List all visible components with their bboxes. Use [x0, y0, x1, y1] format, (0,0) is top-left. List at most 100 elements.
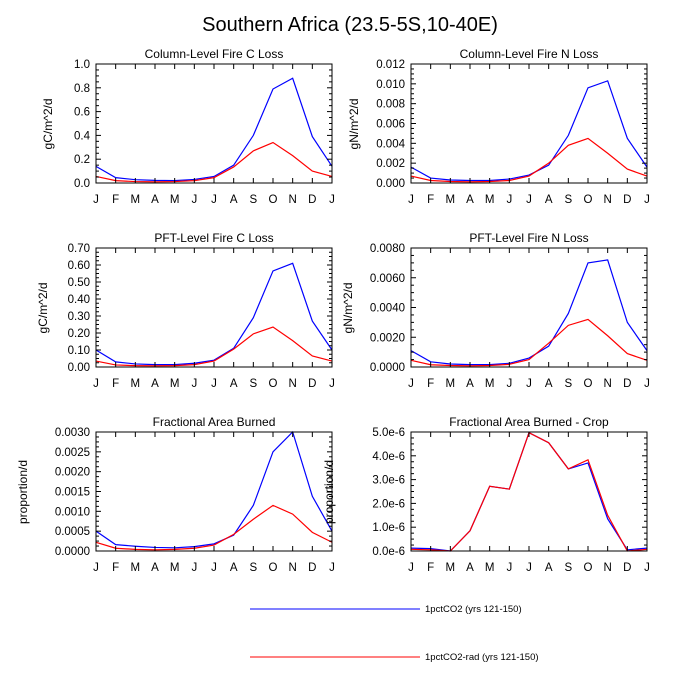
x-tick-label: O [584, 194, 593, 206]
y-tick-label: 0.0025 [55, 447, 90, 459]
y-tick-label: 0.0000 [55, 546, 90, 558]
y-tick-label: 0.000 [376, 178, 405, 190]
x-tick-label: M [131, 378, 141, 390]
x-tick-label: O [269, 562, 278, 574]
x-tick-label: M [485, 378, 495, 390]
x-tick-label: M [446, 194, 456, 206]
x-tick-label: A [151, 562, 159, 574]
x-tick-label: J [526, 562, 532, 574]
series-line-1pctco2-rad [410, 318, 648, 367]
x-tick-label: J [506, 562, 512, 574]
x-tick-label: J [211, 194, 217, 206]
y-tick-label: 0.8 [74, 83, 90, 95]
x-tick-label: N [604, 378, 612, 390]
y-tick-label: 0.0000 [370, 362, 405, 374]
x-tick-label: J [211, 378, 217, 390]
x-tick-label: J [191, 562, 197, 574]
y-tick-label: 1.0e-6 [372, 522, 405, 534]
y-tick-label: 0.4 [74, 130, 91, 142]
y-axis-label: proportion/d [322, 460, 336, 524]
x-tick-label: O [584, 562, 593, 574]
x-tick-label: O [269, 378, 278, 390]
x-tick-label: J [526, 194, 532, 206]
x-tick-label: A [545, 562, 553, 574]
y-tick-label: 0.20 [68, 328, 90, 340]
panel-title: Column-Level Fire N Loss [460, 47, 599, 61]
x-tick-label: F [427, 378, 434, 390]
x-tick-label: D [623, 194, 631, 206]
x-tick-label: F [112, 194, 119, 206]
y-tick-label: 0.0010 [55, 506, 90, 518]
x-tick-label: J [526, 378, 532, 390]
x-tick-label: F [427, 562, 434, 574]
x-tick-label: D [623, 562, 631, 574]
x-tick-label: M [485, 562, 495, 574]
x-tick-label: J [191, 378, 197, 390]
x-tick-label: A [230, 562, 238, 574]
y-axis-label: gN/m^2/d [341, 283, 355, 334]
x-tick-label: N [289, 378, 297, 390]
y-tick-label: 0.0060 [370, 273, 405, 285]
x-tick-label: M [131, 562, 141, 574]
y-axis-label: proportion/d [16, 460, 30, 524]
x-tick-label: M [170, 562, 180, 574]
y-tick-label: 0.30 [68, 311, 90, 323]
x-tick-label: S [564, 562, 572, 574]
panel-title: PFT-Level Fire N Loss [469, 231, 588, 245]
x-tick-label: O [584, 378, 593, 390]
y-tick-label: 0.00 [68, 362, 90, 374]
x-tick-label: J [408, 562, 414, 574]
x-tick-label: M [485, 194, 495, 206]
x-tick-label: A [466, 378, 474, 390]
x-tick-label: J [644, 378, 650, 390]
x-tick-label: A [466, 194, 474, 206]
y-tick-label: 0.0015 [55, 487, 90, 499]
y-tick-label: 0.010 [376, 79, 405, 91]
x-tick-label: J [329, 378, 335, 390]
series-line-1pctco2 [410, 259, 648, 366]
y-tick-label: 0.0040 [370, 303, 405, 315]
x-tick-label: J [644, 562, 650, 574]
x-tick-label: D [308, 194, 316, 206]
y-tick-label: 3.0e-6 [372, 475, 405, 487]
x-tick-label: M [170, 378, 180, 390]
x-tick-label: A [151, 378, 159, 390]
x-tick-label: A [230, 378, 238, 390]
x-tick-label: N [289, 194, 297, 206]
y-tick-label: 0.60 [68, 260, 90, 272]
y-tick-label: 0.2 [74, 154, 90, 166]
panel-title: PFT-Level Fire C Loss [154, 231, 273, 245]
panel-title: Fractional Area Burned [153, 415, 276, 429]
x-tick-label: D [308, 378, 316, 390]
plot-frame [410, 63, 648, 184]
plot-frame [410, 247, 648, 368]
x-tick-label: J [506, 378, 512, 390]
x-tick-label: A [545, 378, 553, 390]
panel-title: Fractional Area Burned - Crop [449, 415, 609, 429]
x-tick-label: J [93, 378, 99, 390]
legend-label-1pctco2: 1pctCO2 (yrs 121-150) [425, 604, 522, 615]
plot-frame [95, 63, 333, 184]
x-tick-label: S [249, 562, 257, 574]
x-tick-label: S [249, 194, 257, 206]
y-axis-label: gN/m^2/d [347, 99, 361, 150]
series-line-1pctco2 [95, 262, 333, 366]
y-tick-label: 0.6 [74, 107, 90, 119]
x-tick-label: J [644, 194, 650, 206]
y-tick-label: 1.0 [74, 59, 90, 71]
y-tick-label: 5.0e-6 [372, 427, 405, 439]
y-tick-label: 0.008 [376, 99, 405, 111]
x-tick-label: S [249, 378, 257, 390]
y-axis-label: gC/m^2/d [41, 99, 55, 150]
x-tick-label: A [545, 194, 553, 206]
y-tick-label: 0.012 [376, 59, 405, 71]
y-tick-label: 0.0030 [55, 427, 90, 439]
y-tick-label: 0.004 [376, 138, 405, 150]
x-tick-label: A [230, 194, 238, 206]
x-tick-label: J [191, 194, 197, 206]
legend: 1pctCO2 (yrs 121-150) 1pctCO2-rad (yrs 1… [250, 604, 539, 663]
